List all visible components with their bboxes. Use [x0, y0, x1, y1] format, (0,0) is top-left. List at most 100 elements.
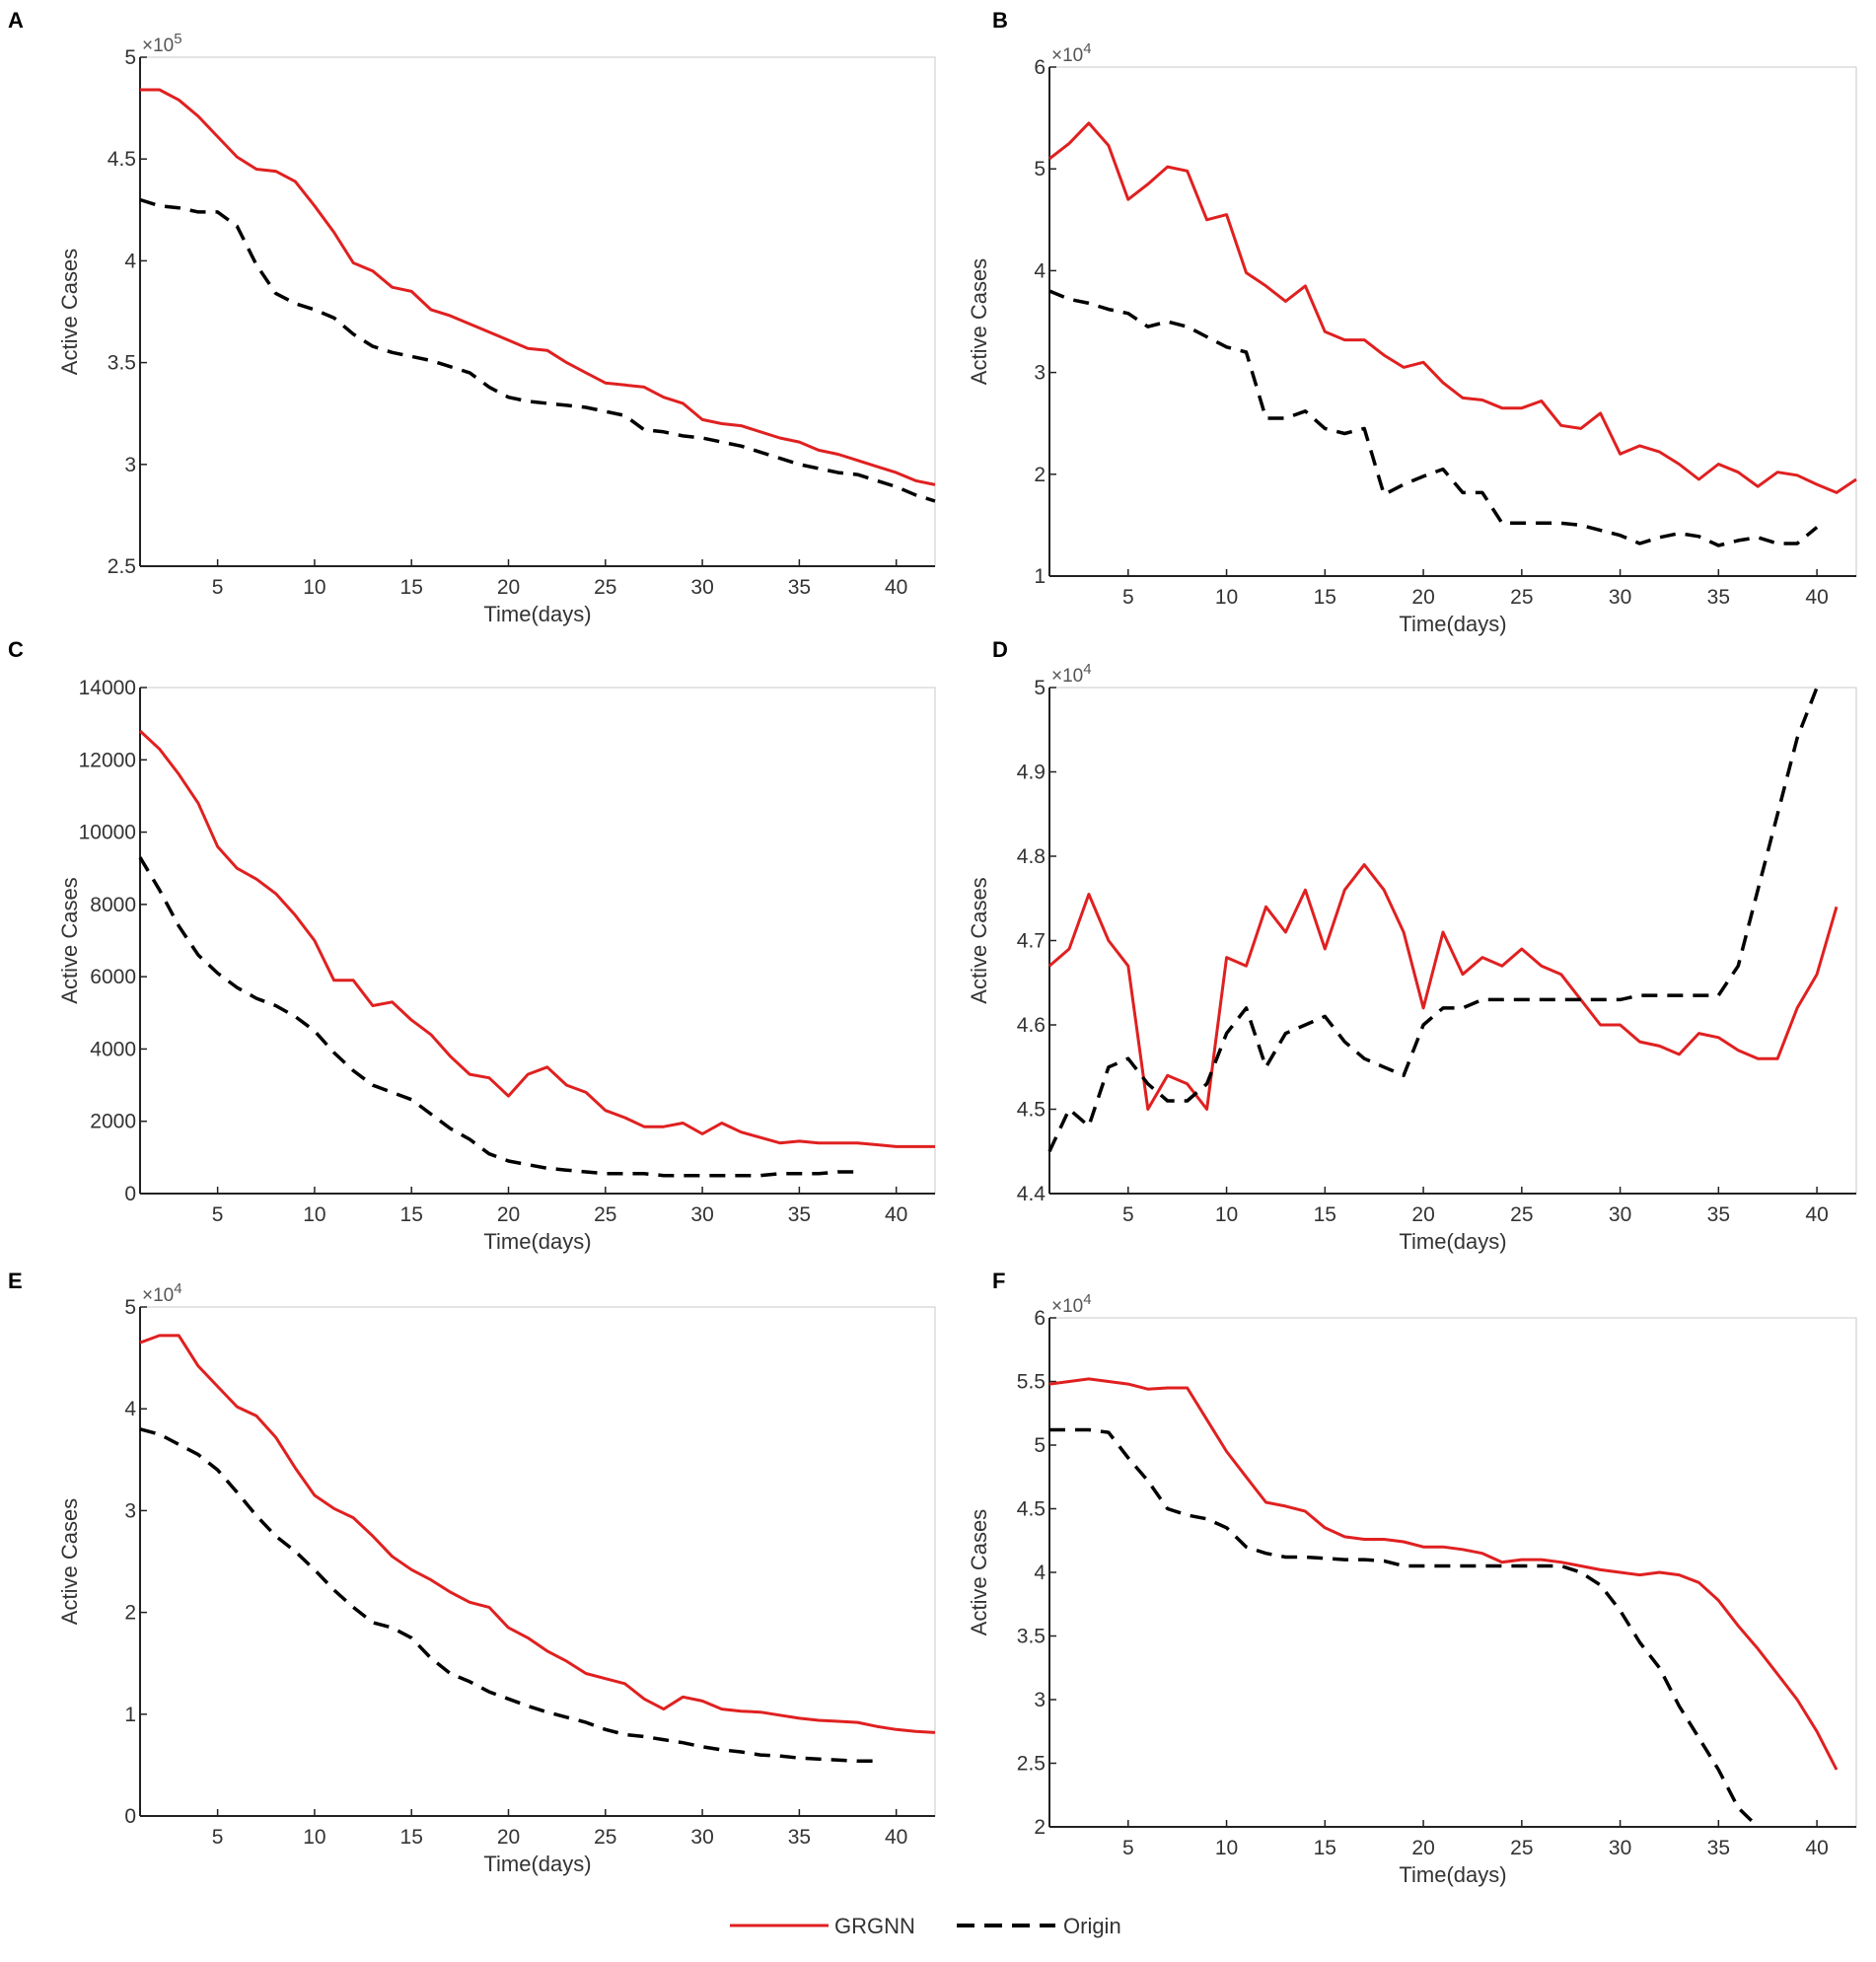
panel-d: D5 10 15 20 25 30 35 404.44.54.64.74.84.95×104T… [967, 637, 1857, 1254]
y-tick-label: 5 [1034, 1434, 1046, 1457]
y-tick-label: 2 [1034, 1816, 1046, 1839]
x-tick-label: 25 [594, 1203, 616, 1226]
series-origin-line [1048, 289, 1819, 547]
y-axis-label: Active Cases [57, 249, 82, 375]
x-tick-label: 20 [497, 1203, 520, 1226]
x-tick-label: 10 [1215, 1203, 1238, 1226]
y-tick-label: 5 [1034, 677, 1046, 699]
y-axis-label: Active Cases [967, 258, 991, 385]
y-tick-label: 2000 [90, 1111, 136, 1133]
plot-frame [139, 56, 936, 567]
y-tick-label: 4.5 [1017, 1498, 1046, 1521]
plot-frame [1048, 687, 1857, 1195]
y-axis-label: Active Cases [967, 1509, 991, 1635]
x-tick-label: 40 [1805, 1837, 1828, 1859]
y-tick-label: 4 [1034, 259, 1046, 282]
y-tick-label: 3.5 [108, 352, 136, 375]
x-tick-label: 30 [690, 1826, 713, 1849]
axis-multiplier: ×105 [142, 31, 182, 56]
x-tick-label: 40 [1805, 586, 1828, 609]
y-tick-label: 14000 [79, 677, 136, 699]
x-axis-label: Time(days) [483, 1229, 591, 1254]
axis-multiplier: ×104 [1051, 40, 1092, 66]
y-tick-label: 3.5 [1017, 1626, 1046, 1648]
x-tick-label: 5 [212, 1203, 224, 1226]
y-tick-label: 8000 [90, 894, 136, 916]
axis-multiplier: ×104 [1051, 1291, 1092, 1317]
panel-letter: C [8, 637, 24, 662]
y-tick-label: 0 [124, 1183, 136, 1205]
y-tick-label: 5 [124, 1296, 136, 1319]
panel-letter: E [8, 1269, 23, 1293]
x-tick-label: 10 [1215, 586, 1238, 609]
x-tick-label: 20 [497, 1826, 520, 1849]
y-tick-label: 6 [1034, 56, 1046, 79]
x-axis-label: Time(days) [483, 1852, 591, 1876]
y-tick-label: 1 [1034, 565, 1046, 588]
x-tick-label: 35 [1707, 1203, 1730, 1226]
series-grgnn-line [1048, 863, 1839, 1111]
axis-multiplier: ×104 [142, 1280, 182, 1306]
plot-frame [139, 687, 936, 1195]
x-tick-label: 15 [1314, 586, 1336, 609]
y-axis-label: Active Cases [57, 1498, 82, 1625]
panel-letter: D [992, 637, 1008, 662]
panel-c: C 5 10 15 20 25 30 35 40 0 2000 4000 6000 8000 10000 12… [8, 637, 936, 1254]
panel-letter: A [8, 8, 24, 33]
x-tick-label: 15 [400, 1203, 423, 1226]
panel-f: F 5 10 15 20 25 30 35 40 2 2.5 3 3.5 4 4.5 5 5.5 6×104 Tim… [967, 1269, 1857, 1887]
y-tick-label: 4.6 [1017, 1014, 1046, 1037]
x-tick-label: 35 [1707, 586, 1730, 609]
axis-multiplier: ×104 [1051, 661, 1092, 687]
series-grgnn-line [140, 88, 936, 486]
panel-e: E 5 10 15 20 25 30 35 40 0 1 2 3 4 5 ×104 Time(days) Acti… [8, 1269, 936, 1876]
x-tick-label: 5 [212, 1826, 224, 1849]
x-tick-label: 40 [885, 576, 907, 599]
panels: A5 10 15 20 25 30 35 402.533.544.55×105Time(day… [8, 8, 1857, 1887]
y-tick-label: 3 [1034, 1689, 1046, 1711]
x-tick-label: 5 [212, 576, 224, 599]
y-axis-label: Active Cases [967, 877, 991, 1003]
y-tick-label: 4.7 [1017, 930, 1046, 953]
x-axis-label: Time(days) [1399, 1229, 1506, 1254]
y-tick-label: 4.8 [1017, 845, 1046, 868]
x-tick-label: 25 [1510, 586, 1533, 609]
x-tick-label: 30 [690, 576, 713, 599]
y-tick-label: 4.9 [1017, 762, 1046, 784]
y-tick-label: 2 [124, 1602, 136, 1625]
y-tick-label: 6 [1034, 1307, 1046, 1330]
series-origin-line [139, 197, 936, 503]
x-tick-label: 40 [1805, 1203, 1828, 1226]
panel-letter: B [992, 8, 1008, 33]
x-tick-label: 15 [400, 1826, 423, 1849]
x-tick-label: 35 [788, 1826, 811, 1849]
y-tick-label: 1 [124, 1704, 136, 1726]
x-tick-label: 30 [1609, 1837, 1631, 1859]
y-tick-label: 5 [1034, 158, 1046, 181]
y-tick-label: 4 [124, 250, 136, 272]
y-tick-label: 3 [124, 454, 136, 476]
y-tick-label: 2.5 [108, 555, 136, 578]
x-tick-label: 35 [1707, 1837, 1730, 1859]
series-grgnn-line [139, 1334, 936, 1734]
x-tick-label: 25 [594, 576, 616, 599]
x-tick-label: 20 [1411, 586, 1434, 609]
x-tick-label: 15 [1314, 1837, 1336, 1859]
y-tick-label: 4 [124, 1398, 136, 1420]
panel-letter: F [992, 1269, 1005, 1293]
x-tick-label: 10 [303, 1203, 325, 1226]
x-axis-label: Time(days) [483, 602, 591, 626]
series-grgnn-line [1048, 121, 1857, 494]
x-tick-label: 35 [788, 576, 811, 599]
x-tick-label: 5 [1122, 1837, 1134, 1859]
x-axis-label: Time(days) [1399, 1862, 1506, 1887]
x-tick-label: 25 [594, 1826, 616, 1849]
x-tick-label: 20 [497, 576, 520, 599]
panel-a: A 5 10 15 20 25 30 35 40 2.5 3 3.5 4 4.5 5 ×105 Time(day… [8, 8, 936, 626]
legend: GRGNN Origin [730, 1914, 1121, 1938]
y-tick-label: 3 [124, 1499, 136, 1522]
x-tick-label: 30 [1609, 1203, 1631, 1226]
y-tick-label: 2 [1034, 464, 1046, 486]
x-tick-label: 25 [1510, 1837, 1533, 1859]
